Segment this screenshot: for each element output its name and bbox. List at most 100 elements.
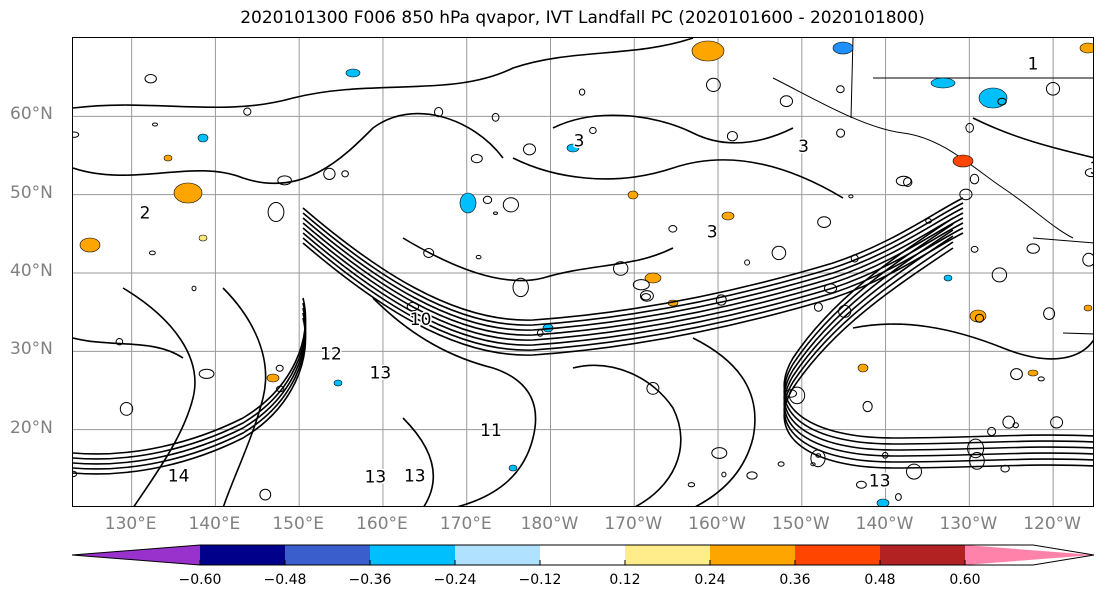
colorbar-bin bbox=[540, 545, 625, 565]
small-contour-loop bbox=[613, 261, 629, 276]
small-contour-loop bbox=[836, 85, 845, 94]
contour-label: 13 bbox=[869, 471, 891, 491]
jet-contour bbox=[302, 197, 964, 321]
small-contour-loop bbox=[1002, 415, 1016, 429]
qvapor-anomaly-patch bbox=[566, 143, 580, 153]
small-contour-loop bbox=[1045, 82, 1061, 96]
qvapor-anomaly-patch bbox=[721, 211, 735, 221]
na-coastline bbox=[1032, 237, 1093, 335]
contour-label: 14 bbox=[168, 467, 190, 487]
ivt-contour bbox=[402, 237, 674, 282]
small-contour-loop bbox=[715, 294, 727, 306]
qvapor-anomaly-patch bbox=[930, 77, 956, 89]
small-contour-loop bbox=[1050, 416, 1064, 429]
small-contour-loop bbox=[906, 463, 922, 480]
small-contour-loop bbox=[536, 329, 544, 337]
ivt-contour bbox=[852, 323, 1093, 360]
small-contour-loop bbox=[275, 364, 284, 372]
longitude-label: 170°E bbox=[439, 514, 492, 534]
qvapor-anomaly-patch bbox=[1079, 42, 1093, 54]
small-contour-loop bbox=[711, 447, 728, 459]
qvapor-anomaly-patch bbox=[876, 498, 890, 506]
qvapor-anomaly-patch bbox=[832, 41, 854, 55]
small-contour-loop bbox=[974, 313, 985, 323]
contour-label: 13 bbox=[404, 467, 426, 487]
tropical-contour bbox=[73, 302, 307, 460]
small-contour-loop bbox=[836, 128, 846, 138]
ivt-contour bbox=[372, 297, 537, 506]
latitude-label: 30°N bbox=[10, 339, 53, 360]
colorbar-bin bbox=[880, 545, 965, 565]
small-contour-loop bbox=[967, 438, 985, 459]
small-contour-loop bbox=[810, 462, 816, 467]
longitude-label: 130°E bbox=[104, 514, 157, 534]
ivt-contour bbox=[512, 157, 844, 199]
small-contour-loop bbox=[73, 131, 80, 138]
chart-title: 2020101300 F006 850 hPa qvapor, IVT Land… bbox=[240, 8, 925, 28]
small-contour-loop bbox=[119, 402, 134, 416]
wrapped-contour bbox=[783, 247, 1093, 469]
colorbar-tick-label: 0.12 bbox=[609, 572, 641, 588]
contour-label: 13 bbox=[365, 468, 387, 488]
qvapor-anomaly-patch bbox=[163, 154, 173, 162]
colorbar-bin bbox=[625, 545, 710, 565]
small-contour-loop bbox=[1010, 368, 1023, 381]
small-contour-loop bbox=[838, 304, 852, 318]
small-contour-loop bbox=[771, 245, 787, 261]
small-contour-loop bbox=[1026, 243, 1040, 254]
colorbar-bin bbox=[200, 545, 285, 565]
qvapor-anomaly-patch bbox=[333, 379, 343, 387]
ivt-contour bbox=[972, 117, 1093, 159]
small-contour-loop bbox=[925, 218, 932, 224]
small-contour-loop bbox=[341, 170, 349, 178]
small-contour-loop bbox=[779, 95, 794, 108]
small-contour-loop bbox=[523, 143, 536, 156]
small-contour-loop bbox=[144, 74, 157, 84]
jet-contour bbox=[302, 202, 964, 326]
wrapped-contour bbox=[783, 241, 1093, 463]
longitude-label: 140°W bbox=[855, 514, 914, 534]
small-contour-loop bbox=[856, 480, 867, 489]
colorbar-bin bbox=[710, 545, 795, 565]
small-contour-loop bbox=[434, 107, 444, 118]
small-contour-loop bbox=[632, 279, 650, 291]
qvapor-anomaly-patch bbox=[345, 68, 361, 78]
tropical-contour bbox=[73, 307, 307, 465]
small-contour-loop bbox=[646, 382, 660, 395]
jet-contour bbox=[302, 222, 964, 346]
colorbar-tick-label: 0.48 bbox=[864, 572, 896, 588]
ivt-contour bbox=[692, 337, 756, 506]
small-contour-loop bbox=[1082, 252, 1093, 267]
ivt-contour bbox=[402, 417, 435, 506]
contour-label: 1 bbox=[1028, 55, 1039, 75]
small-contour-loop bbox=[817, 216, 831, 229]
ivt-contour bbox=[222, 287, 267, 506]
alaska-coastline bbox=[772, 77, 1074, 239]
longitude-label: 140°E bbox=[188, 514, 241, 534]
colorbar-tick-label: −0.48 bbox=[263, 572, 307, 588]
small-contour-loop bbox=[406, 301, 420, 312]
qvapor-anomaly-patch bbox=[459, 192, 477, 214]
longitude-label: 130°W bbox=[939, 514, 998, 534]
small-contour-loop bbox=[668, 225, 678, 233]
small-contour-loop bbox=[784, 389, 798, 398]
small-contour-loop bbox=[810, 449, 826, 468]
small-contour-loop bbox=[1037, 376, 1045, 382]
small-contour-loop bbox=[788, 386, 806, 405]
ivt-contour bbox=[122, 287, 196, 506]
small-contour-loop bbox=[1043, 307, 1056, 321]
colorbar-bin bbox=[72, 545, 200, 565]
small-contour-loop bbox=[777, 461, 785, 467]
colorbar-tick-label: −0.12 bbox=[518, 572, 562, 588]
small-contour-loop bbox=[641, 293, 651, 301]
small-contour-loop bbox=[970, 245, 979, 253]
small-contour-loop bbox=[687, 482, 696, 488]
small-contour-loop bbox=[991, 267, 1008, 283]
contour-label: 3 bbox=[798, 137, 809, 157]
ivt-contour bbox=[73, 337, 184, 359]
small-contour-loop bbox=[243, 107, 252, 116]
small-contour-loop bbox=[491, 112, 500, 122]
small-contour-loop bbox=[149, 250, 156, 256]
small-contour-loop bbox=[965, 122, 975, 133]
qvapor-anomaly-patch bbox=[857, 363, 869, 373]
